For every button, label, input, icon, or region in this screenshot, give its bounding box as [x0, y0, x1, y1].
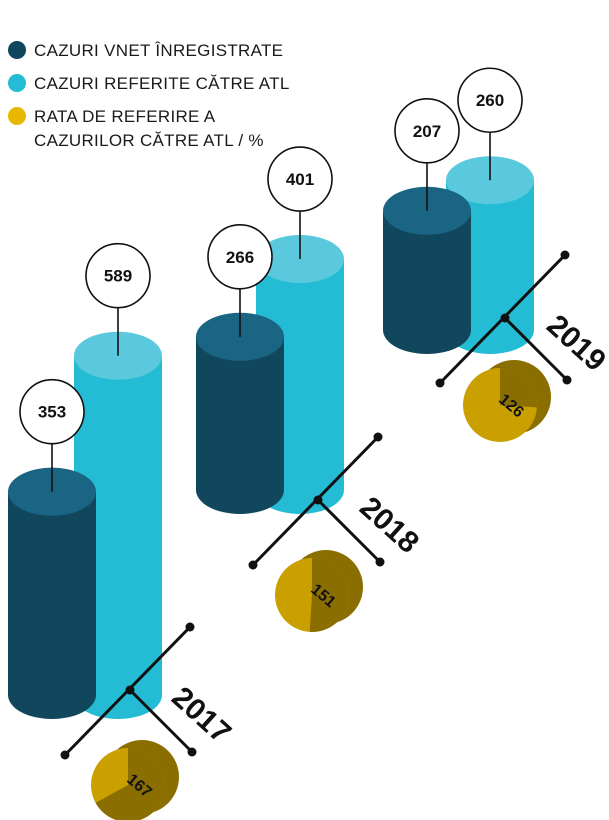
callout-atl-2017-bubble [85, 242, 151, 309]
callout-atl-2019-bubble [457, 67, 523, 134]
rate-disc-2019: 126 [463, 360, 551, 442]
legend-swatch-2 [8, 74, 26, 92]
rate-disc-wedge [500, 368, 537, 408]
year-marker-line-b [128, 688, 194, 754]
callout-atl-2019-label: 260 [476, 91, 504, 110]
callout-atl-2017-label: 589 [104, 267, 132, 286]
callout-vnet-2017-bubble [19, 378, 85, 445]
rate-disc-wedge [309, 558, 349, 632]
legend-label-1: CAZURI VNET ÎNREGISTRATE [34, 41, 283, 60]
year-marker-center [313, 495, 323, 505]
callout-vnet-2019-bubble [394, 97, 460, 164]
year-label-2018: 2018 [353, 491, 425, 560]
rate-disc-wedge [95, 748, 165, 820]
rate-disc-2017: 167 [91, 740, 179, 820]
callout-vnet-2017-label: 353 [38, 403, 66, 422]
legend-label-2: CAZURI REFERITE CĂTRE ATL [34, 74, 290, 93]
bar-vnet-2017-body [8, 491, 96, 719]
year-marker-center [500, 313, 510, 323]
bar-vnet-2019 [383, 186, 471, 354]
legend-label-3-line-2: CAZURILOR CĂTRE ATL / % [34, 131, 264, 150]
bar-vnet-2018 [196, 312, 284, 514]
callout-atl-2018-label: 401 [286, 170, 314, 189]
year-marker-center [125, 685, 135, 695]
plot-area: 589 401 260 353 266 207 2017 2018 2019 167 151 126 [8, 67, 609, 820]
year-marker-dot [60, 750, 70, 760]
legend: CAZURI VNET ÎNREGISTRATE CAZURI REFERITE … [8, 41, 290, 150]
callout-vnet-2018-label: 266 [226, 248, 254, 267]
callout-vnet-2018-bubble [207, 223, 273, 290]
year-marker-dot [185, 622, 195, 632]
year-marker-dot [248, 560, 258, 570]
year-label-2019: 2019 [540, 309, 609, 378]
year-marker-dot [435, 378, 445, 388]
year-marker-dot [562, 375, 572, 385]
year-marker-dot [375, 557, 385, 567]
callout-atl-2018-bubble [267, 146, 333, 212]
year-marker-line-b [503, 316, 569, 382]
bar-vnet-2017 [8, 467, 96, 719]
year-marker-dot [560, 250, 570, 260]
bar-vnet-2019-body [383, 210, 471, 354]
bar-vnet-2018-body [196, 336, 284, 514]
rate-disc-2018: 151 [275, 550, 363, 632]
legend-swatch-3 [8, 107, 26, 125]
year-label-2017: 2017 [165, 681, 237, 750]
legend-swatch-1 [8, 41, 26, 59]
year-marker-line-b [316, 498, 382, 564]
year-marker-dot [373, 432, 383, 442]
callout-vnet-2019-label: 207 [413, 122, 441, 141]
year-marker-dot [187, 747, 197, 757]
legend-label-3-line-1: RATA DE REFERIRE A [34, 107, 216, 126]
